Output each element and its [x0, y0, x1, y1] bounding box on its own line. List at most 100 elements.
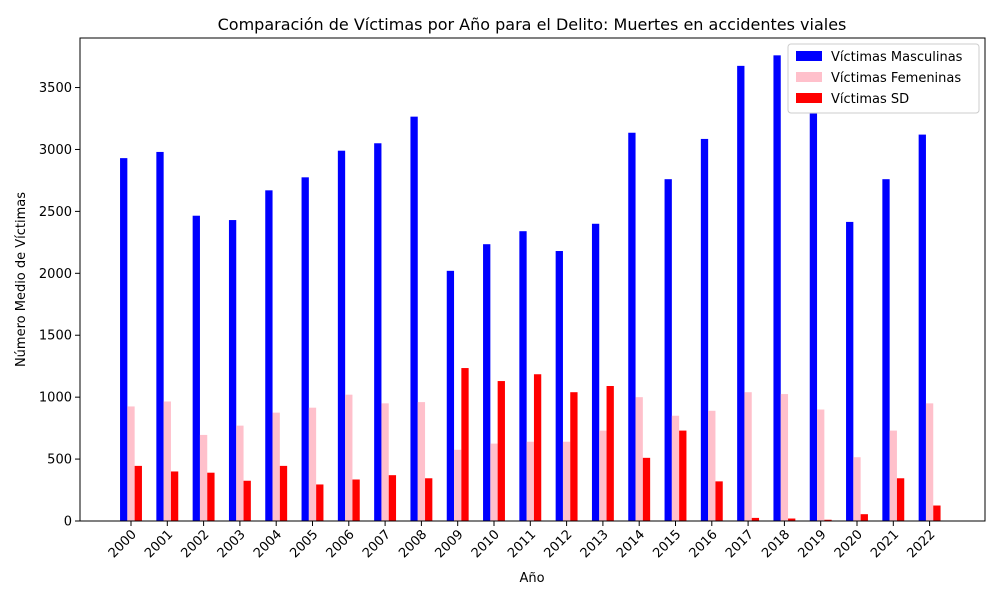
bar-sd-2015	[679, 430, 687, 521]
bar-sd-2022	[933, 505, 941, 521]
bar-femeninas-2010	[490, 443, 498, 521]
x-tick-label: 2006	[324, 527, 358, 561]
bar-sd-2005	[316, 484, 324, 521]
bar-femeninas-2006	[345, 394, 353, 521]
bars-layer	[120, 55, 941, 522]
x-tick-label: 2001	[142, 527, 176, 561]
legend: Víctimas Masculinas Víctimas Femeninas Víc…	[787, 43, 980, 114]
x-tick-label: 2022	[904, 527, 938, 561]
bar-masculinas-2008	[410, 116, 418, 522]
bar-masculinas-2016	[700, 138, 709, 521]
x-tick-label: 2010	[469, 527, 503, 561]
bar-femeninas-2017	[744, 392, 752, 521]
bar-femeninas-2016	[708, 410, 716, 521]
y-tick-label: 2000	[39, 267, 72, 282]
bar-masculinas-2012	[555, 251, 563, 521]
bar-masculinas-2017	[737, 65, 745, 521]
bar-masculinas-2014	[628, 132, 636, 521]
bar-femeninas-2002	[199, 434, 208, 521]
bar-sd-2020	[860, 514, 868, 521]
y-tick-label: 1000	[39, 391, 72, 406]
bar-masculinas-2002	[192, 215, 200, 521]
bar-sd-2007	[388, 475, 397, 521]
x-axis-label: Año	[519, 571, 544, 586]
y-axis-label: Número Medio de Víctimas	[14, 192, 29, 367]
bar-sd-2014	[642, 457, 651, 521]
bar-sd-2016	[715, 481, 723, 521]
plot-frame	[79, 37, 986, 522]
legend-label: Víctimas SD	[831, 92, 909, 107]
chart-title: Comparación de Víctimas por Año para el …	[218, 15, 847, 34]
x-tick-label: 2015	[650, 527, 684, 561]
bar-sd-2004	[279, 465, 288, 521]
x-tick-label: 2011	[505, 527, 539, 561]
bar-femeninas-2014	[635, 397, 643, 521]
bar-sd-2006	[352, 479, 360, 521]
x-tick-label: 2012	[541, 527, 575, 561]
x-tick-label: 2014	[614, 527, 648, 561]
y-tick-label: 500	[47, 453, 72, 468]
legend-swatch	[796, 51, 822, 61]
bar-masculinas-2009	[446, 270, 455, 521]
legend-label: Víctimas Masculinas	[831, 50, 963, 65]
bar-masculinas-2011	[519, 231, 527, 521]
legend-swatch	[796, 72, 822, 82]
x-tick-label: 2007	[360, 527, 394, 561]
x-tick-label: 2005	[287, 527, 321, 561]
y-tick-label: 3500	[39, 81, 72, 96]
bar-femeninas-2001	[163, 401, 171, 521]
y-axis: 0 500 1000 1500 2000 2500 3000 3500	[39, 81, 80, 530]
bar-sd-2019	[824, 519, 832, 521]
bar-femeninas-2022	[925, 403, 934, 521]
y-tick-label: 0	[64, 515, 72, 530]
x-tick-label: 2003	[215, 527, 249, 561]
x-tick-label: 2013	[578, 527, 612, 561]
legend-label: Víctimas Femeninas	[831, 71, 961, 86]
bar-masculinas-2020	[846, 221, 854, 521]
bar-femeninas-2004	[272, 412, 280, 521]
bar-sd-2000	[134, 465, 142, 521]
bar-sd-2013	[606, 386, 614, 521]
bar-femeninas-2005	[308, 407, 317, 521]
x-tick-label: 2021	[868, 527, 902, 561]
x-tick-label: 2009	[433, 527, 467, 561]
bar-masculinas-2010	[483, 244, 491, 521]
bar-masculinas-2021	[882, 179, 890, 521]
bar-femeninas-2000	[127, 406, 135, 521]
x-tick-label: 2004	[251, 527, 285, 561]
bar-femeninas-2021	[889, 430, 897, 521]
y-tick-label: 1500	[39, 329, 72, 344]
bar-femeninas-2015	[671, 415, 680, 521]
bar-masculinas-2003	[228, 220, 237, 522]
legend-frame	[787, 43, 980, 114]
bar-femeninas-2003	[236, 425, 244, 521]
bar-masculinas-2005	[301, 177, 309, 522]
bar-femeninas-2009	[454, 449, 462, 521]
bar-masculinas-2006	[337, 150, 346, 521]
bar-sd-2010	[497, 381, 505, 521]
x-tick-label: 2019	[796, 527, 830, 561]
x-tick-label: 2020	[832, 527, 866, 561]
bar-masculinas-2000	[120, 158, 128, 521]
bar-sd-2002	[207, 472, 215, 521]
bar-masculinas-2019	[809, 113, 818, 522]
x-tick-label: 2008	[396, 527, 430, 561]
x-axis: 2000 2001 2002 2003 2004 2005 2006 2007 2008 2009…	[106, 521, 938, 561]
bar-sd-2012	[570, 392, 578, 521]
y-tick-label: 2500	[39, 205, 72, 220]
x-tick-label: 2017	[723, 527, 757, 561]
bar-sd-2017	[751, 517, 760, 521]
bar-femeninas-2008	[417, 402, 426, 521]
bar-sd-2009	[461, 368, 469, 521]
bar-masculinas-2007	[374, 143, 382, 521]
bar-femeninas-2011	[526, 441, 534, 521]
bar-masculinas-2022	[918, 134, 926, 521]
bar-sd-2001	[170, 471, 179, 521]
bar-femeninas-2020	[853, 457, 861, 521]
x-tick-label: 2018	[759, 527, 793, 561]
bar-masculinas-2004	[265, 190, 273, 522]
bar-femeninas-2013	[599, 430, 607, 521]
bar-femeninas-2018	[780, 394, 789, 521]
bar-masculinas-2001	[156, 151, 164, 521]
